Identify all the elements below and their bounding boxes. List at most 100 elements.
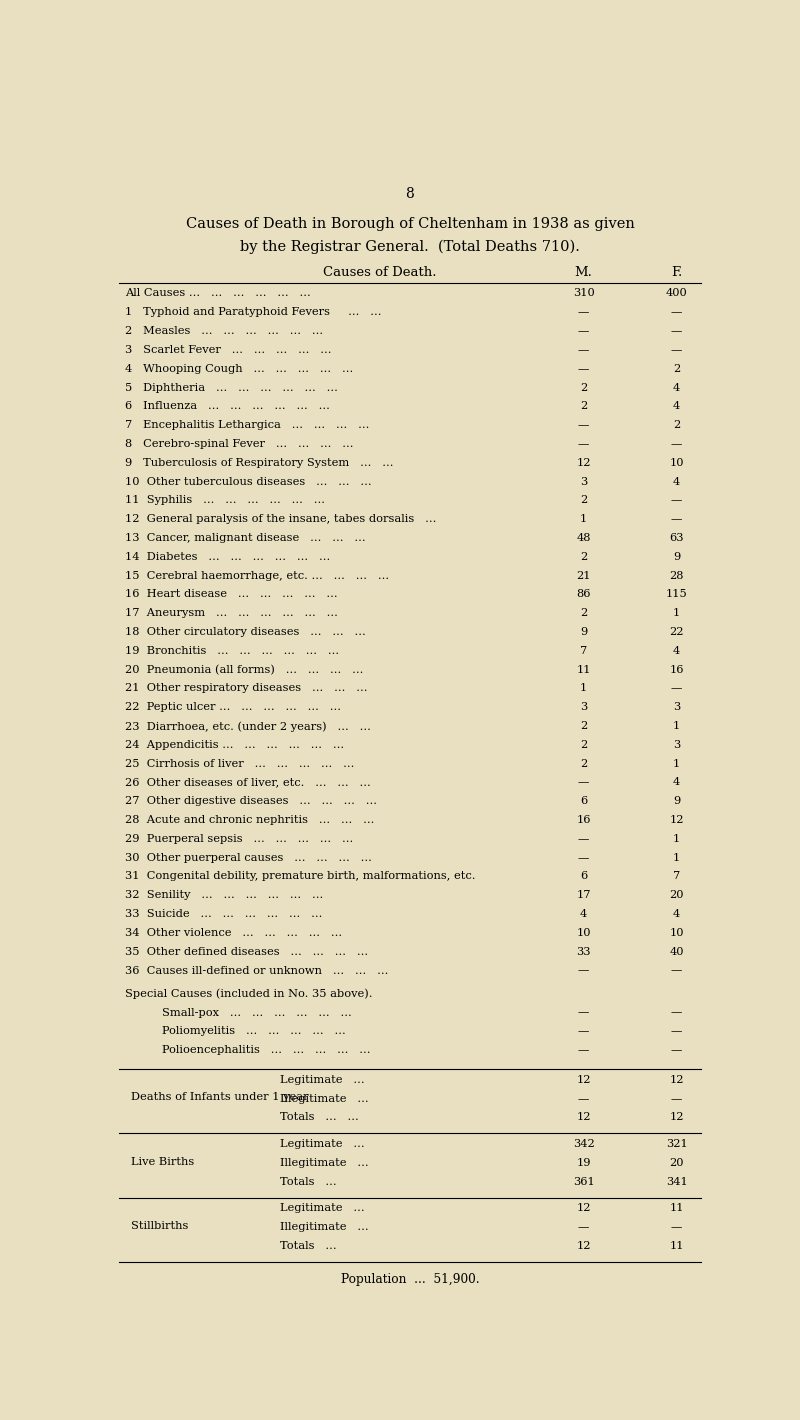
Text: 7: 7 bbox=[673, 872, 680, 882]
Text: 2: 2 bbox=[580, 740, 587, 750]
Text: 35  Other defined diseases   ...   ...   ...   ...: 35 Other defined diseases ... ... ... ..… bbox=[125, 947, 368, 957]
Text: Special Causes (included in No. 35 above).: Special Causes (included in No. 35 above… bbox=[125, 988, 372, 1000]
Text: 115: 115 bbox=[666, 589, 687, 599]
Text: 12: 12 bbox=[670, 1112, 684, 1122]
Text: 9   Tuberculosis of Respiratory System   ...   ...: 9 Tuberculosis of Respiratory System ...… bbox=[125, 457, 394, 467]
Text: 1: 1 bbox=[673, 721, 680, 731]
Text: Legitimate   ...: Legitimate ... bbox=[280, 1139, 365, 1149]
Text: 22  Peptic ulcer ...   ...   ...   ...   ...   ...: 22 Peptic ulcer ... ... ... ... ... ... bbox=[125, 703, 341, 713]
Text: 321: 321 bbox=[666, 1139, 687, 1149]
Text: 9: 9 bbox=[673, 797, 680, 807]
Text: 4: 4 bbox=[673, 477, 680, 487]
Text: F.: F. bbox=[671, 266, 682, 278]
Text: 86: 86 bbox=[576, 589, 591, 599]
Text: 11: 11 bbox=[670, 1203, 684, 1213]
Text: 1: 1 bbox=[673, 758, 680, 768]
Text: 28: 28 bbox=[670, 571, 684, 581]
Text: 4: 4 bbox=[580, 909, 587, 919]
Text: 27  Other digestive diseases   ...   ...   ...   ...: 27 Other digestive diseases ... ... ... … bbox=[125, 797, 377, 807]
Text: —: — bbox=[671, 683, 682, 693]
Text: 34  Other violence   ...   ...   ...   ...   ...: 34 Other violence ... ... ... ... ... bbox=[125, 927, 342, 937]
Text: 3: 3 bbox=[580, 477, 587, 487]
Text: 18  Other circulatory diseases   ...   ...   ...: 18 Other circulatory diseases ... ... ..… bbox=[125, 628, 366, 638]
Text: 40: 40 bbox=[670, 947, 684, 957]
Text: 12: 12 bbox=[670, 815, 684, 825]
Text: Illegitimate   ...: Illegitimate ... bbox=[280, 1157, 369, 1167]
Text: 4: 4 bbox=[673, 382, 680, 392]
Text: Legitimate   ...: Legitimate ... bbox=[280, 1075, 365, 1085]
Text: 2: 2 bbox=[580, 496, 587, 506]
Text: Causes of Death in Borough of Cheltenham in 1938 as given: Causes of Death in Borough of Cheltenham… bbox=[186, 217, 634, 231]
Text: 5   Diphtheria   ...   ...   ...   ...   ...   ...: 5 Diphtheria ... ... ... ... ... ... bbox=[125, 382, 338, 392]
Text: —: — bbox=[578, 1008, 590, 1018]
Text: All Causes ...   ...   ...   ...   ...   ...: All Causes ... ... ... ... ... ... bbox=[125, 288, 310, 298]
Text: 2: 2 bbox=[580, 608, 587, 618]
Text: —: — bbox=[578, 852, 590, 863]
Text: 361: 361 bbox=[573, 1177, 594, 1187]
Text: 4: 4 bbox=[673, 909, 680, 919]
Text: 4: 4 bbox=[673, 778, 680, 788]
Text: —: — bbox=[671, 1045, 682, 1055]
Text: —: — bbox=[671, 1008, 682, 1018]
Text: 3: 3 bbox=[673, 703, 680, 713]
Text: 16: 16 bbox=[576, 815, 591, 825]
Text: 1: 1 bbox=[580, 514, 587, 524]
Text: —: — bbox=[671, 307, 682, 317]
Text: 3: 3 bbox=[673, 740, 680, 750]
Text: Deaths of Infants under 1 year: Deaths of Infants under 1 year bbox=[131, 1092, 309, 1102]
Text: 12: 12 bbox=[576, 1241, 591, 1251]
Text: 12: 12 bbox=[576, 457, 591, 467]
Text: 400: 400 bbox=[666, 288, 687, 298]
Text: 10: 10 bbox=[576, 927, 591, 937]
Text: Totals   ...   ...: Totals ... ... bbox=[280, 1112, 358, 1122]
Text: 29  Puerperal sepsis   ...   ...   ...   ...   ...: 29 Puerperal sepsis ... ... ... ... ... bbox=[125, 834, 353, 843]
Text: 2: 2 bbox=[580, 402, 587, 412]
Text: 2: 2 bbox=[580, 382, 587, 392]
Text: by the Registrar General.  (Total Deaths 710).: by the Registrar General. (Total Deaths … bbox=[240, 240, 580, 254]
Text: 36  Causes ill-defined or unknown   ...   ...   ...: 36 Causes ill-defined or unknown ... ...… bbox=[125, 966, 388, 976]
Text: —: — bbox=[671, 496, 682, 506]
Text: 2: 2 bbox=[580, 552, 587, 562]
Text: Live Births: Live Births bbox=[131, 1156, 194, 1166]
Text: 9: 9 bbox=[673, 552, 680, 562]
Text: 12: 12 bbox=[576, 1203, 591, 1213]
Text: 2: 2 bbox=[580, 721, 587, 731]
Text: —: — bbox=[578, 966, 590, 976]
Text: 10: 10 bbox=[670, 927, 684, 937]
Text: 24  Appendicitis ...   ...   ...   ...   ...   ...: 24 Appendicitis ... ... ... ... ... ... bbox=[125, 740, 344, 750]
Text: Population  ...  51,900.: Population ... 51,900. bbox=[341, 1272, 479, 1285]
Text: 4: 4 bbox=[673, 646, 680, 656]
Text: 7: 7 bbox=[580, 646, 587, 656]
Text: 1   Typhoid and Paratyphoid Fevers     ...   ...: 1 Typhoid and Paratyphoid Fevers ... ... bbox=[125, 307, 382, 317]
Text: 1: 1 bbox=[673, 608, 680, 618]
Text: 12: 12 bbox=[670, 1075, 684, 1085]
Text: —: — bbox=[578, 834, 590, 843]
Text: Illegitimate   ...: Illegitimate ... bbox=[280, 1221, 369, 1231]
Text: 48: 48 bbox=[576, 532, 591, 542]
Text: 26  Other diseases of liver, etc.   ...   ...   ...: 26 Other diseases of liver, etc. ... ...… bbox=[125, 778, 370, 788]
Text: 341: 341 bbox=[666, 1177, 687, 1187]
Text: 12: 12 bbox=[576, 1112, 591, 1122]
Text: 21  Other respiratory diseases   ...   ...   ...: 21 Other respiratory diseases ... ... ..… bbox=[125, 683, 367, 693]
Text: 22: 22 bbox=[670, 628, 684, 638]
Text: 33  Suicide   ...   ...   ...   ...   ...   ...: 33 Suicide ... ... ... ... ... ... bbox=[125, 909, 322, 919]
Text: 4: 4 bbox=[673, 402, 680, 412]
Text: Causes of Death.: Causes of Death. bbox=[323, 266, 437, 278]
Text: —: — bbox=[671, 966, 682, 976]
Text: 11  Syphilis   ...   ...   ...   ...   ...   ...: 11 Syphilis ... ... ... ... ... ... bbox=[125, 496, 325, 506]
Text: —: — bbox=[578, 1221, 590, 1231]
Text: —: — bbox=[671, 1221, 682, 1231]
Text: —: — bbox=[671, 514, 682, 524]
Text: 1: 1 bbox=[580, 683, 587, 693]
Text: 10  Other tuberculous diseases   ...   ...   ...: 10 Other tuberculous diseases ... ... ..… bbox=[125, 477, 371, 487]
Text: —: — bbox=[578, 345, 590, 355]
Text: 33: 33 bbox=[576, 947, 591, 957]
Text: 31  Congenital debility, premature birth, malformations, etc.: 31 Congenital debility, premature birth,… bbox=[125, 872, 475, 882]
Text: 16  Heart disease   ...   ...   ...   ...   ...: 16 Heart disease ... ... ... ... ... bbox=[125, 589, 338, 599]
Text: 20: 20 bbox=[670, 890, 684, 900]
Text: —: — bbox=[578, 1027, 590, 1037]
Text: 8: 8 bbox=[406, 187, 414, 200]
Text: —: — bbox=[671, 1093, 682, 1103]
Text: 8   Cerebro-spinal Fever   ...   ...   ...   ...: 8 Cerebro-spinal Fever ... ... ... ... bbox=[125, 439, 354, 449]
Text: —: — bbox=[671, 327, 682, 337]
